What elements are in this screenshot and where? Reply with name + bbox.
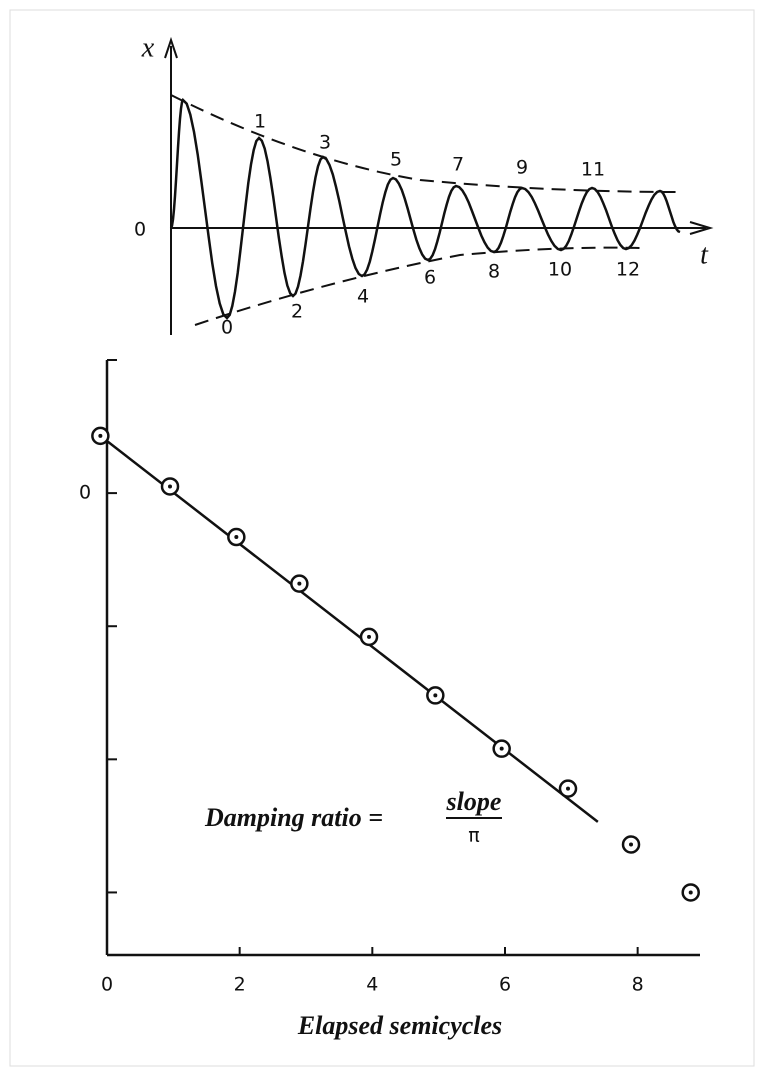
fit-line	[99, 434, 599, 823]
x-tick-label: 0	[101, 974, 113, 996]
point-center	[98, 433, 103, 438]
point-center	[367, 634, 372, 639]
extremum-label: 12	[616, 259, 640, 281]
arrow	[164, 36, 178, 59]
extremum-label: 4	[357, 286, 369, 308]
extremum-label: 8	[488, 261, 500, 283]
point-center	[297, 581, 302, 586]
annotation-denominator: π	[468, 825, 479, 847]
annotation-numerator: slope	[446, 787, 502, 816]
extremum-label: 5	[390, 149, 402, 171]
y-tick-label: 0	[79, 482, 91, 504]
point-center	[688, 890, 693, 895]
extremum-label: 9	[516, 157, 528, 179]
axis-label: 0	[134, 219, 146, 241]
x-tick-label: 8	[632, 974, 644, 996]
x-tick-label: 2	[234, 974, 246, 996]
extremum-label: 10	[548, 259, 572, 281]
extremum-label: 0	[221, 317, 233, 339]
point-center	[234, 535, 239, 540]
waveform	[169, 97, 681, 320]
point-center	[566, 786, 571, 791]
point-center	[433, 693, 438, 698]
lower-envelope	[194, 246, 641, 326]
extremum-label: 2	[291, 301, 303, 323]
x-tick-label: 6	[499, 974, 511, 996]
x-tick-label: 4	[366, 974, 378, 996]
extremum-label: 7	[452, 154, 464, 176]
axis-label: t	[700, 239, 709, 270]
point-center	[499, 746, 504, 751]
x-axis-label: Elapsed semicycles	[297, 1011, 502, 1040]
extremum-label: 1	[254, 111, 266, 133]
axis-label: x	[141, 32, 155, 63]
annotation: Damping ratio =	[204, 803, 383, 832]
point-center	[629, 842, 634, 847]
extremum-label: 3	[319, 132, 331, 154]
upper-envelope	[170, 94, 681, 193]
point-center	[168, 484, 173, 489]
arrow	[689, 221, 714, 235]
frame	[9, 9, 755, 1067]
extremum-label: 6	[424, 267, 436, 289]
extremum-label: 11	[581, 159, 605, 181]
